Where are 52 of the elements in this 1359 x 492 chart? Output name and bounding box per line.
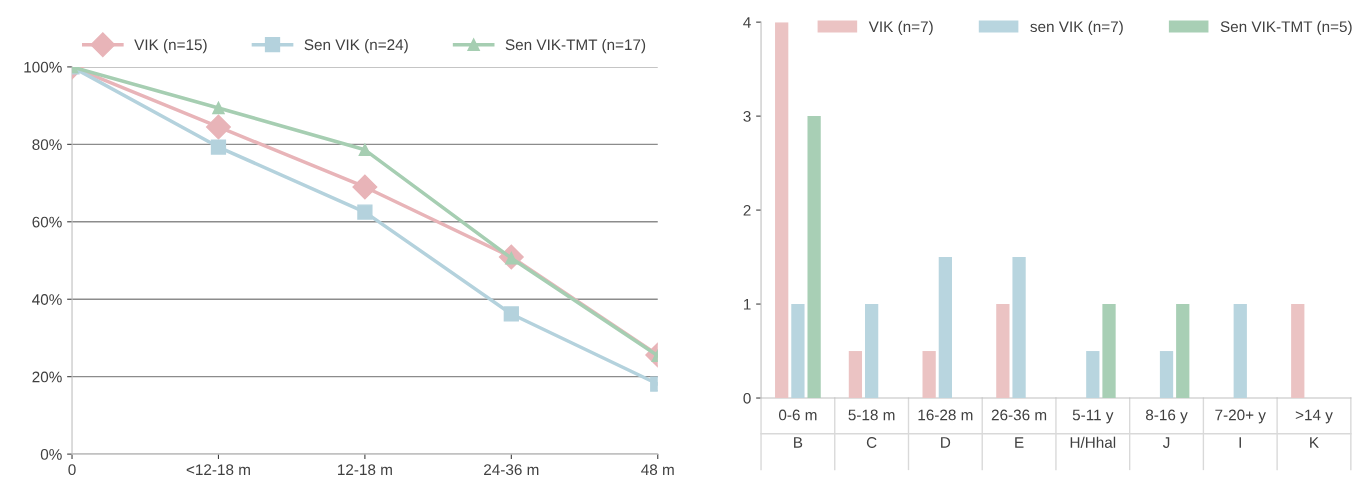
legend-label: Sen VIK (n=24) [304, 38, 408, 54]
y-tick-label: 2 [743, 204, 751, 216]
y-tick-label: 0% [40, 448, 62, 460]
bar [864, 304, 879, 399]
point [205, 114, 231, 140]
x-tick-label: 26-36 m E [991, 409, 1047, 448]
bar [922, 351, 936, 399]
legend-label: Sen VIK-TMT (n=5) [1220, 20, 1352, 36]
point [352, 174, 378, 200]
x-tick-label: 24-36 m [484, 464, 539, 476]
y-tick-label: 100% [24, 61, 62, 73]
y-tick-label: 4 [743, 17, 751, 28]
point [503, 306, 519, 322]
y-tick-label: 40% [32, 294, 62, 305]
point [357, 204, 373, 220]
legend-label: sen VIK (n=7) [1030, 20, 1123, 36]
legend-label: VIK (n=7) [868, 20, 933, 36]
y-tick-label: 80% [32, 139, 62, 151]
x-tick-label: <12-18 m [186, 464, 250, 476]
y-tick-label: 3 [743, 110, 751, 122]
y-tick-label: 60% [32, 216, 62, 228]
bar [848, 351, 863, 399]
y-tick-label: 20% [32, 371, 62, 383]
x-tick-label: 5-11 y H/Hhal [1070, 409, 1116, 448]
bar [938, 257, 952, 399]
point [212, 101, 225, 115]
point [210, 139, 227, 155]
point [358, 143, 372, 157]
bar [1176, 304, 1190, 399]
bar [1159, 351, 1174, 399]
bar [791, 304, 805, 399]
bar [807, 116, 821, 399]
bar [775, 22, 789, 399]
x-tick-label: 5-18 m C [848, 409, 895, 448]
bar [996, 304, 1010, 399]
x-tick-label: 7-20+ y I [1215, 409, 1266, 448]
y-tick-label: 0 [743, 392, 751, 404]
x-tick-label: 0-6 m B [778, 409, 817, 448]
x-tick-label: 12-18 m [338, 464, 392, 476]
bar [1012, 257, 1026, 399]
x-tick-label: 16-28 m D [918, 409, 973, 448]
x-tick-label: 48 m [641, 464, 674, 476]
bar [1233, 304, 1247, 399]
y-tick-label: 1 [743, 299, 751, 310]
legend-label: VIK (n=15) [134, 38, 207, 54]
legend-label: Sen VIK-TMT (n=17) [505, 38, 646, 54]
bar [1102, 304, 1116, 399]
bar [1086, 351, 1100, 399]
x-tick-label: >14 y K [1295, 409, 1333, 448]
bar [1291, 304, 1305, 399]
x-tick-label: 8-16 y J [1145, 409, 1188, 448]
x-tick-label: 0 [68, 464, 76, 476]
